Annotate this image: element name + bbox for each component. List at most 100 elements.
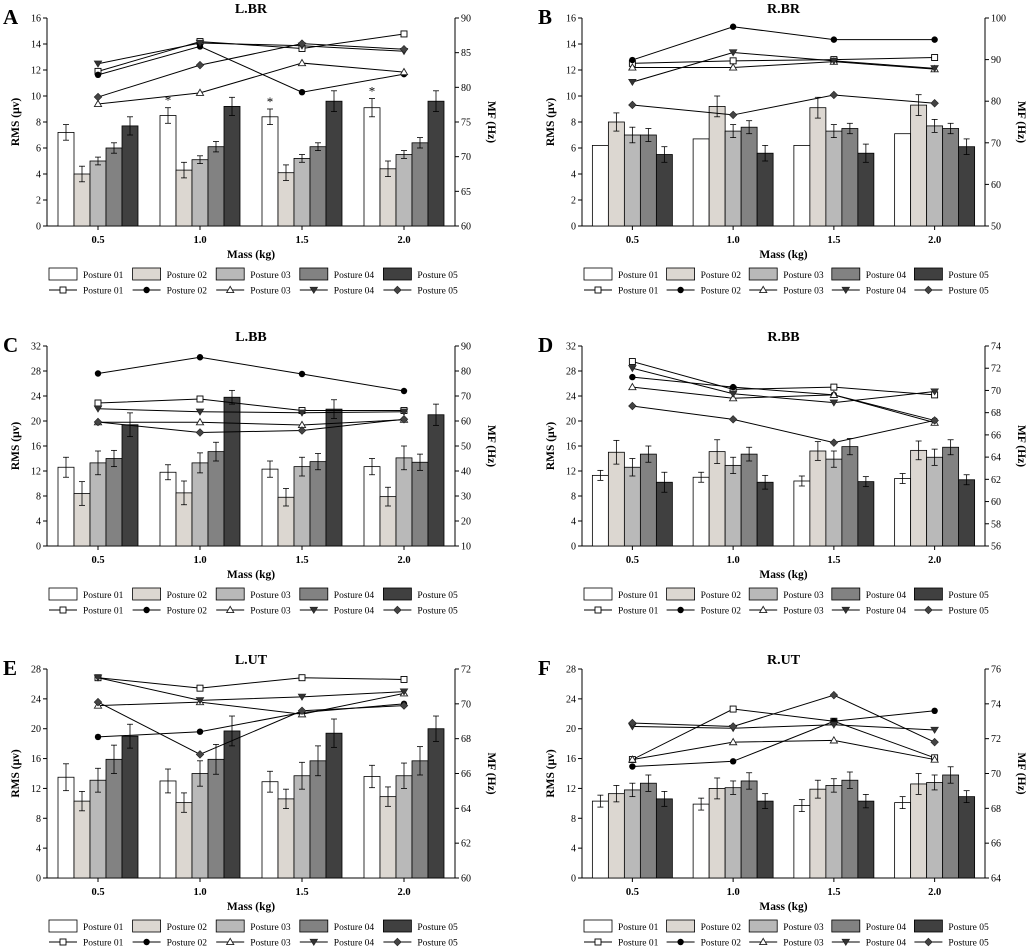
line-point [196,395,204,403]
bar [57,466,75,547]
legend-label: Posture 02 [167,287,208,297]
line-point [399,408,409,416]
bar [591,800,609,879]
line-point [629,763,636,770]
legend-label: Posture 01 [83,607,124,617]
legend-marker [143,606,150,614]
y-tick-label: 8 [571,118,576,129]
y2-tick-label: 64 [991,874,1001,885]
y2-tick-label: 90 [461,342,471,353]
line-series [97,356,405,392]
line-point [94,733,102,741]
legend-label: Posture 04 [334,939,375,949]
legend-label: Posture 04 [334,271,375,281]
line-point [729,383,737,391]
y2-tick-label: 58 [991,519,1001,530]
legend-marker [758,285,768,294]
x-axis-label: Mass (kg) [227,901,275,913]
line-point [195,750,205,759]
line-point [399,688,409,696]
bar [57,776,75,879]
legend: Posture 01 Posture 02 Posture 03 Posture 04… [583,267,989,297]
line-series [97,43,405,98]
legend-label: Posture 02 [701,591,742,601]
x-tick-label: 2.0 [397,887,410,898]
line-point [829,390,839,398]
y2-axis-label: MF (Hz) [485,425,497,467]
y-tick-label: 16 [566,14,576,25]
legend-label: Posture 05 [948,939,989,949]
line-point [93,417,103,427]
line-point [829,90,839,100]
bar [894,478,912,547]
legend: Posture 01 Posture 02 Posture 03 Posture 04… [48,919,458,949]
x-axis-label: Mass (kg) [227,249,275,261]
line-point [931,707,938,714]
bar [363,776,381,879]
line-point [729,23,737,30]
x-tick-label: 0.5 [626,887,639,898]
y-axis-label: RMS (μv) [10,98,22,147]
legend-label: Posture 05 [417,923,458,933]
legend-label: Posture 03 [783,923,824,933]
legend-marker [594,286,602,294]
legend-marker [677,938,684,946]
bar [857,800,875,879]
significance-marker: * [165,93,172,108]
y-tick-label: 6 [36,144,41,155]
bar [411,461,429,547]
bar [623,789,641,879]
bar [207,146,225,227]
legend: Posture 01 Posture 02 Posture 03 Posture 04… [48,267,458,297]
line-point [930,388,939,396]
legend-label: Posture 03 [783,939,824,949]
line-point [195,408,205,416]
y2-tick-label: 65 [461,187,471,198]
bar [607,793,625,879]
line-point [628,718,637,728]
bar [121,735,139,879]
chart-title: L.BR [235,2,268,17]
line-point [728,390,738,398]
line-point [728,110,738,120]
line-series [98,419,405,426]
y-tick-label: 4 [36,170,41,181]
line-series [632,26,935,61]
legend-label: Posture 02 [701,271,742,281]
bar [825,458,843,547]
bar [607,121,625,227]
y-tick-label: 12 [566,784,576,795]
legend-label: Posture 03 [250,287,291,297]
bar [207,758,225,879]
bar [121,424,139,547]
bar [724,787,742,879]
legend-label: Posture 05 [948,287,989,297]
bar [910,449,928,547]
y2-tick-label: 62 [991,475,1001,486]
bar [756,152,774,227]
y2-axis-label: MF (Hz) [485,101,497,143]
y2-tick-label: 72 [991,734,1001,745]
y-tick-label: 12 [566,467,576,478]
panel-letter: C [3,333,18,357]
legend-swatch [666,919,695,933]
line-series [632,361,935,396]
bar [708,451,726,547]
legend-marker [59,286,67,294]
bar [655,798,673,879]
y-tick-label: 14 [566,40,576,51]
legend-label: Posture 01 [618,271,659,281]
line-series [97,677,405,701]
y-tick-label: 16 [31,754,41,765]
line-point [93,674,103,682]
legend: Posture 01 Posture 02 Posture 03 Posture 04… [583,587,989,617]
bar [958,146,976,227]
bar [926,125,944,227]
legend-label: Posture 05 [948,271,989,281]
bar [809,788,827,879]
line-point [931,36,938,43]
line-point [399,415,409,424]
line-point [728,722,738,731]
legend-label: Posture 03 [250,939,291,949]
